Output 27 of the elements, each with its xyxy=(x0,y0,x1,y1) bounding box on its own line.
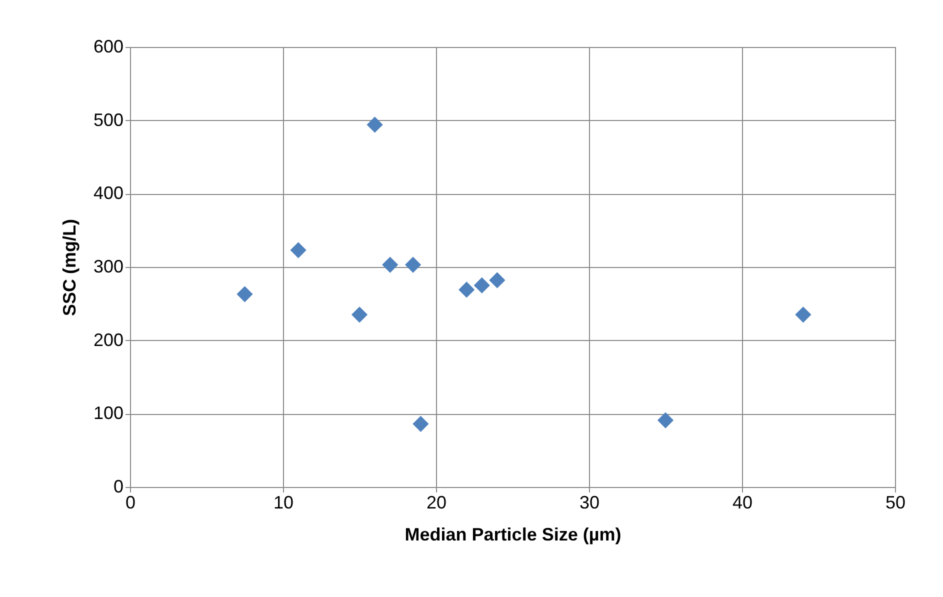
y-tick-label: 400 xyxy=(93,183,124,204)
point xyxy=(795,306,812,323)
point xyxy=(657,412,674,428)
point xyxy=(290,242,306,258)
point xyxy=(366,116,383,133)
y-axis-title: SSC (mg/L) xyxy=(59,219,80,316)
x-axis-title: Median Particle Size (µm) xyxy=(404,524,622,544)
x-tick-label: 20 xyxy=(426,492,447,512)
x-tick-label: 0 xyxy=(125,492,136,512)
point xyxy=(236,286,253,302)
y-tick-label: 300 xyxy=(93,256,124,276)
y-tick-label: 500 xyxy=(93,110,124,130)
y-tick-label: 0 xyxy=(113,476,124,496)
point xyxy=(458,282,475,298)
point xyxy=(489,272,506,288)
y-tick-label: 600 xyxy=(93,36,124,56)
point xyxy=(351,306,368,323)
point xyxy=(404,256,422,273)
x-tick-label: 50 xyxy=(885,492,906,512)
x-tick-label: 40 xyxy=(732,492,753,512)
y-tick-label: 100 xyxy=(93,403,124,424)
y-tick-label: 200 xyxy=(93,330,124,350)
point xyxy=(382,256,398,273)
point xyxy=(474,277,490,294)
x-tick-label: 30 xyxy=(579,492,600,512)
point xyxy=(412,416,429,432)
x-tick-label: 10 xyxy=(273,492,294,512)
